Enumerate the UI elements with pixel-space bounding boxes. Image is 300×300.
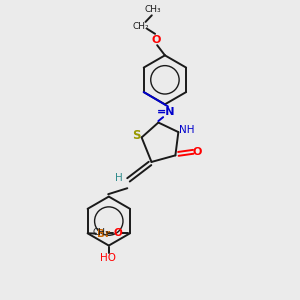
- Text: CH₃: CH₃: [145, 5, 161, 14]
- Text: NH: NH: [179, 125, 194, 135]
- Text: CH₃: CH₃: [92, 228, 109, 237]
- Text: S: S: [132, 130, 141, 142]
- Text: O: O: [192, 147, 202, 157]
- Text: HO: HO: [100, 253, 116, 263]
- Text: =N: =N: [157, 107, 176, 117]
- Text: CH₂: CH₂: [133, 22, 149, 31]
- Text: O: O: [152, 35, 161, 45]
- Text: H: H: [115, 173, 123, 183]
- Text: O: O: [113, 228, 122, 238]
- Text: Br: Br: [97, 229, 110, 239]
